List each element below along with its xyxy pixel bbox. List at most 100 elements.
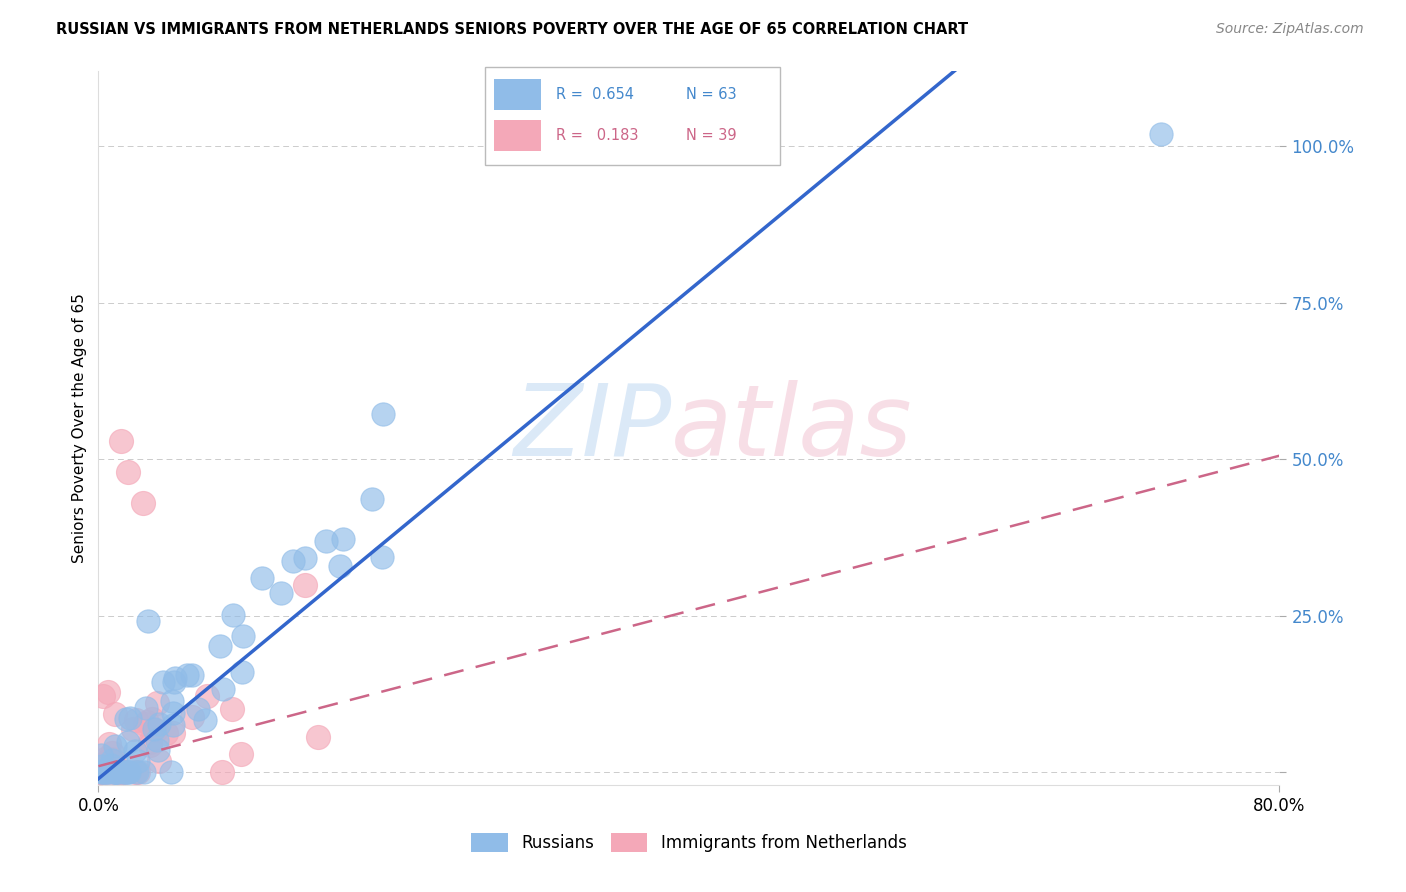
Point bbox=[139, 738, 162, 752]
Point bbox=[101, 752, 124, 766]
Point bbox=[104, 765, 127, 780]
Point bbox=[231, 665, 253, 680]
Point bbox=[91, 689, 114, 703]
Point bbox=[101, 764, 124, 779]
Point bbox=[162, 706, 184, 720]
Point bbox=[101, 765, 124, 780]
Point bbox=[117, 735, 139, 749]
Point bbox=[101, 755, 124, 769]
Point bbox=[98, 737, 121, 751]
Bar bbox=[494, 120, 541, 152]
Point bbox=[90, 765, 112, 780]
Point bbox=[124, 713, 146, 727]
Point bbox=[96, 754, 118, 768]
Point bbox=[100, 746, 122, 760]
Point bbox=[162, 694, 184, 708]
Point bbox=[91, 759, 114, 773]
Point bbox=[115, 765, 138, 780]
Point bbox=[90, 765, 112, 780]
Text: R =  0.654: R = 0.654 bbox=[555, 87, 634, 102]
Point bbox=[1150, 127, 1173, 141]
Point bbox=[125, 765, 148, 780]
Text: ZIP: ZIP bbox=[513, 380, 671, 476]
Point bbox=[221, 702, 243, 716]
Text: N = 63: N = 63 bbox=[686, 87, 737, 102]
Point bbox=[294, 577, 316, 591]
Point bbox=[232, 629, 254, 643]
Point bbox=[141, 712, 163, 726]
Point bbox=[107, 765, 129, 780]
Point bbox=[194, 713, 217, 727]
Y-axis label: Seniors Poverty Over the Age of 65: Seniors Poverty Over the Age of 65 bbox=[72, 293, 87, 563]
Point bbox=[132, 496, 155, 510]
Point bbox=[105, 765, 128, 780]
Point bbox=[91, 764, 114, 778]
Point bbox=[160, 765, 183, 780]
Text: N = 39: N = 39 bbox=[686, 128, 737, 143]
Point bbox=[187, 702, 209, 716]
Point bbox=[181, 667, 204, 681]
Point bbox=[146, 732, 169, 747]
Point bbox=[105, 765, 128, 780]
Point bbox=[329, 558, 352, 573]
Point bbox=[111, 765, 134, 780]
Point bbox=[90, 747, 112, 762]
Point bbox=[371, 407, 394, 421]
Point bbox=[221, 607, 243, 622]
Point bbox=[294, 551, 316, 566]
Bar bbox=[494, 78, 541, 110]
Point bbox=[361, 491, 384, 506]
Point bbox=[127, 765, 149, 780]
Point bbox=[104, 739, 127, 753]
Point bbox=[107, 765, 129, 780]
Point bbox=[117, 465, 139, 479]
Point bbox=[103, 765, 125, 780]
Point bbox=[155, 726, 177, 740]
Point bbox=[122, 722, 145, 736]
Point bbox=[134, 716, 156, 731]
Point bbox=[104, 706, 127, 721]
Point bbox=[112, 765, 135, 780]
Point bbox=[146, 743, 169, 757]
Point bbox=[283, 553, 305, 567]
Point bbox=[136, 714, 159, 729]
Point bbox=[163, 674, 186, 689]
Point bbox=[93, 765, 115, 780]
Point bbox=[110, 434, 132, 448]
Point bbox=[98, 765, 121, 780]
Point bbox=[94, 765, 117, 780]
Point bbox=[307, 730, 329, 744]
Point bbox=[117, 765, 139, 780]
Point bbox=[115, 712, 138, 726]
Point bbox=[148, 754, 170, 768]
Point bbox=[270, 586, 292, 600]
FancyBboxPatch shape bbox=[485, 67, 780, 165]
Point bbox=[112, 765, 135, 780]
Point bbox=[134, 765, 156, 780]
Point bbox=[100, 758, 122, 772]
Point bbox=[250, 571, 273, 585]
Point bbox=[120, 710, 142, 724]
Point bbox=[145, 723, 167, 737]
Point bbox=[315, 534, 337, 549]
Point bbox=[180, 710, 202, 724]
Text: Source: ZipAtlas.com: Source: ZipAtlas.com bbox=[1216, 22, 1364, 37]
Point bbox=[165, 671, 187, 685]
Point bbox=[127, 754, 149, 768]
Point bbox=[142, 723, 165, 737]
Point bbox=[208, 639, 231, 653]
Text: R =   0.183: R = 0.183 bbox=[555, 128, 638, 143]
Point bbox=[152, 675, 174, 690]
Point bbox=[90, 757, 112, 772]
Point bbox=[101, 753, 124, 767]
Point bbox=[332, 532, 354, 546]
Point bbox=[146, 696, 169, 710]
Point bbox=[176, 668, 198, 682]
Point bbox=[104, 765, 127, 780]
Point bbox=[136, 615, 159, 629]
Point bbox=[212, 682, 235, 697]
Point bbox=[118, 765, 141, 780]
Point bbox=[148, 717, 170, 731]
Point bbox=[108, 763, 131, 777]
Point bbox=[124, 765, 146, 780]
